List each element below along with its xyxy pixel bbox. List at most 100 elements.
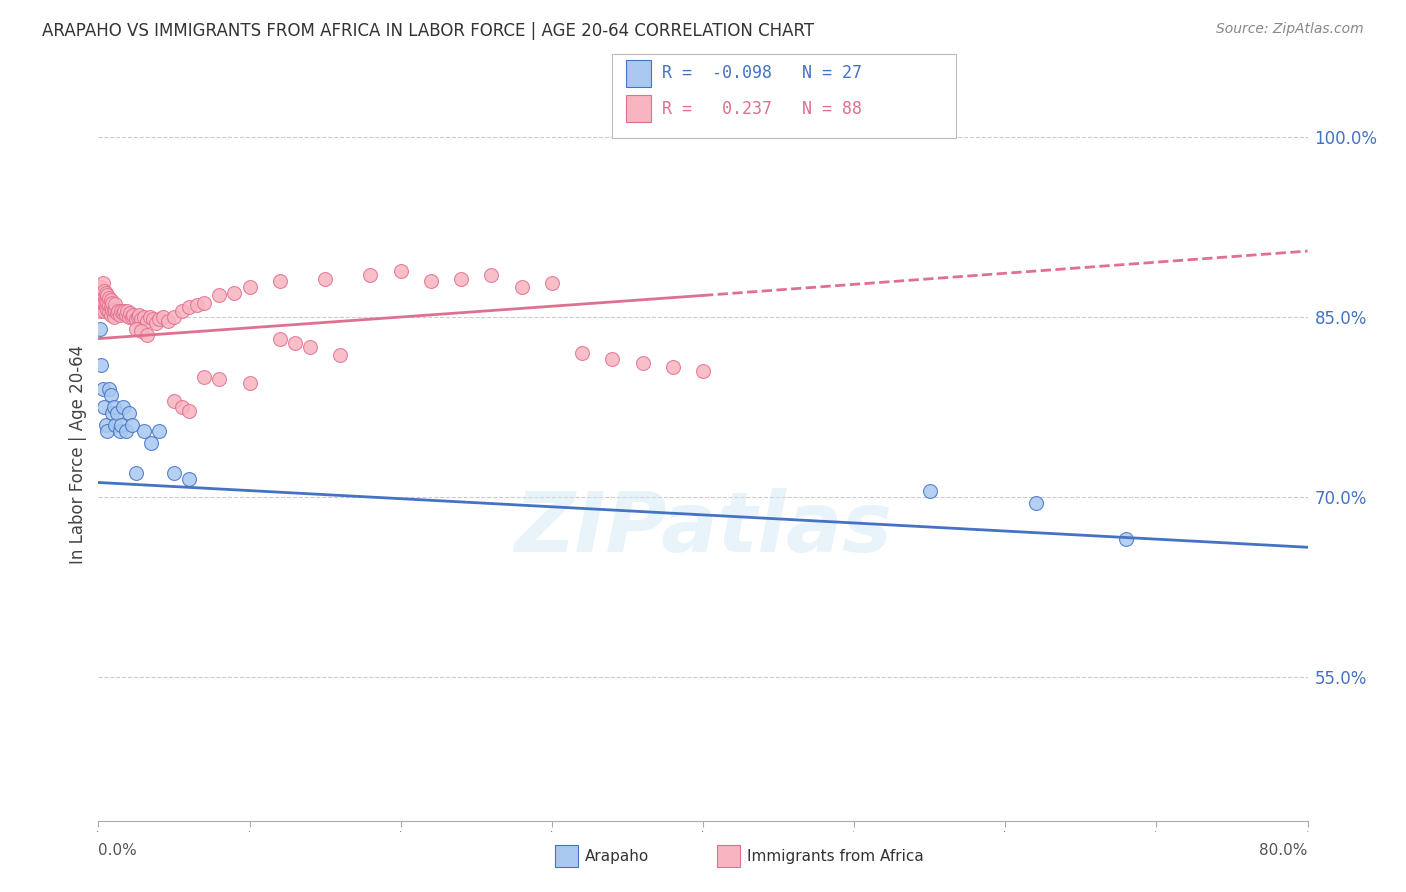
Point	[103, 400, 125, 414]
Point	[389, 264, 412, 278]
Point	[139, 310, 162, 324]
Point	[510, 280, 533, 294]
Point	[107, 304, 129, 318]
Point	[163, 310, 186, 324]
Point	[208, 372, 231, 386]
Point	[129, 325, 152, 339]
Point	[90, 358, 112, 372]
Point	[90, 280, 112, 294]
Point	[1024, 496, 1046, 510]
Point	[128, 308, 150, 322]
Point	[179, 301, 201, 315]
Point	[121, 310, 143, 324]
Point	[93, 284, 115, 298]
Text: R =  -0.098   N = 27: R = -0.098 N = 27	[662, 64, 862, 82]
Point	[104, 304, 127, 318]
Point	[129, 312, 152, 326]
Point	[132, 310, 155, 324]
Point	[91, 295, 114, 310]
Point	[135, 313, 157, 327]
Point	[540, 277, 562, 291]
Point	[125, 466, 148, 480]
Point	[135, 328, 157, 343]
Point	[115, 304, 138, 318]
Point	[96, 295, 118, 310]
Point	[98, 305, 121, 319]
Point	[121, 417, 143, 432]
Point	[141, 436, 163, 450]
Point	[103, 302, 125, 317]
Point	[93, 400, 115, 414]
Point	[631, 355, 654, 369]
Point	[152, 310, 174, 324]
Point	[94, 294, 117, 309]
Point	[111, 306, 134, 320]
Point	[90, 298, 112, 312]
Point	[450, 271, 472, 285]
Point	[94, 301, 117, 315]
Point	[156, 313, 179, 327]
Point	[125, 312, 148, 326]
Point	[132, 424, 155, 438]
Text: ZIPatlas: ZIPatlas	[515, 488, 891, 568]
Point	[96, 288, 118, 302]
Point	[105, 306, 128, 320]
Point	[122, 308, 145, 322]
Point	[93, 304, 115, 318]
Point	[179, 403, 201, 417]
Point	[420, 274, 443, 288]
Point	[186, 298, 208, 312]
Point	[284, 336, 307, 351]
Point	[224, 286, 246, 301]
Point	[112, 304, 135, 318]
Point	[90, 286, 112, 301]
Point	[110, 417, 132, 432]
Point	[103, 310, 125, 324]
Point	[94, 417, 117, 432]
Point	[163, 466, 186, 480]
Point	[104, 417, 127, 432]
Point	[179, 472, 201, 486]
Point	[125, 322, 148, 336]
Y-axis label: In Labor Force | Age 20-64: In Labor Force | Age 20-64	[69, 345, 87, 565]
Point	[104, 297, 127, 311]
Point	[299, 340, 322, 354]
Point	[98, 298, 121, 312]
Point	[114, 308, 136, 322]
Point	[170, 400, 193, 414]
Point	[100, 308, 122, 322]
Point	[329, 348, 352, 362]
Point	[481, 268, 503, 282]
Point	[114, 424, 136, 438]
Point	[96, 424, 118, 438]
Point	[662, 360, 685, 375]
Point	[269, 332, 291, 346]
Point	[269, 274, 291, 288]
Text: 0.0%: 0.0%	[98, 843, 138, 858]
Point	[692, 364, 714, 378]
Point	[571, 346, 593, 360]
Point	[91, 286, 114, 301]
Point	[98, 291, 121, 305]
Point	[89, 292, 111, 306]
Point	[127, 310, 149, 324]
Point	[110, 304, 132, 318]
Point	[93, 295, 115, 310]
Point	[100, 301, 122, 315]
Point	[193, 370, 215, 384]
Point	[163, 394, 186, 409]
Point	[101, 295, 124, 310]
Point	[101, 406, 124, 420]
Point	[239, 376, 262, 390]
Text: ARAPAHO VS IMMIGRANTS FROM AFRICA IN LABOR FORCE | AGE 20-64 CORRELATION CHART: ARAPAHO VS IMMIGRANTS FROM AFRICA IN LAB…	[42, 22, 814, 40]
Point	[118, 310, 141, 324]
Point	[91, 382, 114, 396]
Point	[118, 406, 141, 420]
Point	[918, 483, 941, 498]
Point	[208, 288, 231, 302]
Point	[602, 351, 624, 366]
Point	[314, 271, 336, 285]
Point	[105, 406, 128, 420]
Text: R =   0.237   N = 88: R = 0.237 N = 88	[662, 100, 862, 118]
Point	[120, 306, 142, 320]
